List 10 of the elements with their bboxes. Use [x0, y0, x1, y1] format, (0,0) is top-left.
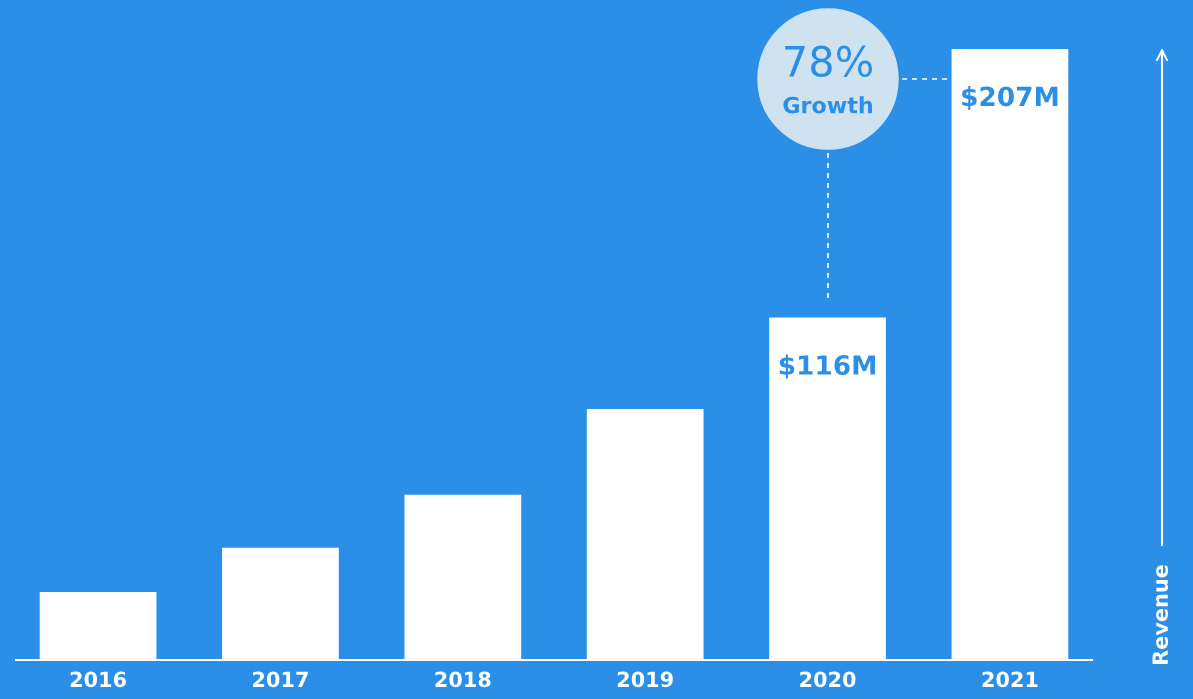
x-tick-label: 2020	[800, 671, 856, 688]
x-tick-label: 2019	[617, 671, 673, 688]
y-axis-title: Revenue	[1152, 565, 1169, 664]
annotation: 78% Growth	[783, 45, 873, 114]
x-tick-label: 2017	[253, 671, 308, 688]
x-tick-label: 2021	[982, 671, 1038, 688]
data-label: $116M	[779, 354, 875, 379]
data-label: $207M	[962, 85, 1058, 110]
x-tick-label: 2016	[70, 671, 126, 688]
x-tick-label: 2018	[435, 671, 491, 688]
